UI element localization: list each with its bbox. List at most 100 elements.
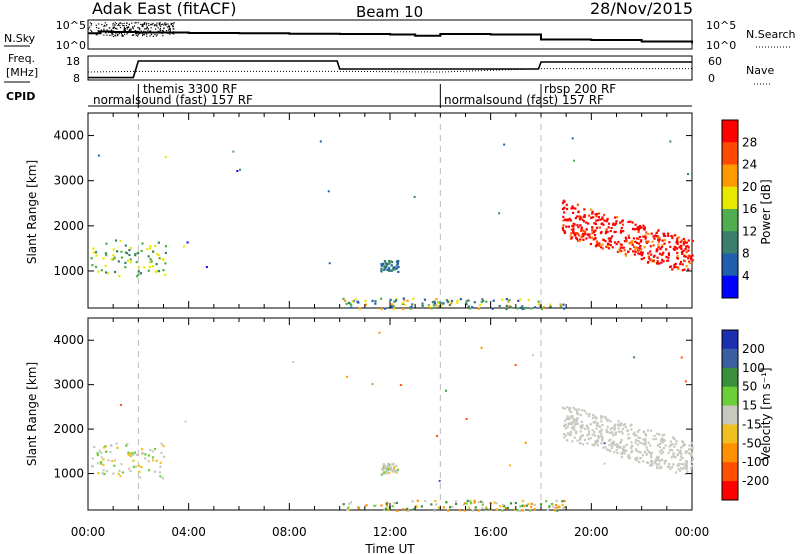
data-cell — [591, 226, 594, 229]
nsky-dot — [128, 30, 130, 32]
data-cell — [154, 271, 157, 274]
data-cell — [587, 432, 590, 436]
data-cell — [679, 263, 682, 266]
nsky-dot — [98, 27, 100, 29]
data-cell — [690, 256, 693, 259]
nsky-dot — [162, 23, 164, 25]
data-cell — [660, 448, 664, 452]
data-cell — [606, 219, 609, 222]
data-cell — [133, 451, 136, 454]
data-cell — [631, 243, 634, 246]
data-cell — [635, 246, 638, 249]
data-cell — [660, 452, 663, 455]
data-cell — [463, 502, 467, 505]
nsky-dot — [112, 27, 114, 30]
data-cell — [562, 215, 565, 219]
data-cell — [655, 462, 658, 465]
data-cell — [682, 241, 686, 244]
data-cell — [655, 458, 658, 462]
data-cell — [633, 253, 636, 256]
data-cell — [678, 246, 682, 249]
data-cell — [658, 467, 662, 470]
data-cell — [677, 462, 680, 465]
nsky-dot — [91, 23, 93, 25]
data-cell — [655, 250, 658, 253]
data-cell — [533, 503, 536, 506]
data-cell — [128, 467, 131, 470]
data-cell — [567, 219, 570, 222]
data-cell — [406, 507, 409, 510]
data-cell — [561, 503, 564, 506]
beam-title: Beam 10 — [356, 3, 423, 21]
nsky-dot — [139, 27, 141, 30]
data-cell — [126, 259, 130, 262]
data-cell — [638, 429, 641, 432]
data-cell — [605, 245, 608, 248]
data-cell — [680, 247, 683, 250]
data-cell — [637, 230, 640, 234]
data-cell — [687, 448, 691, 451]
data-cell — [580, 414, 583, 417]
data-cell — [676, 454, 679, 457]
data-cell — [473, 501, 476, 504]
power-frame — [87, 112, 693, 309]
data-cell — [679, 244, 683, 248]
data-cell — [587, 427, 590, 430]
data-cell — [132, 453, 135, 456]
nsky-dot — [122, 35, 124, 37]
data-cell — [623, 249, 626, 252]
x-tick-label: 08:00 — [272, 525, 307, 539]
data-cell — [636, 237, 639, 240]
data-cell — [567, 432, 570, 435]
data-cell — [683, 255, 686, 258]
data-cell — [601, 222, 604, 225]
data-cell — [393, 300, 396, 303]
data-cell — [532, 354, 535, 357]
data-cell — [380, 297, 383, 300]
y-tick-label: 2000 — [53, 219, 84, 233]
data-cell — [393, 470, 396, 473]
data-cell — [582, 443, 585, 446]
data-cell — [642, 460, 645, 463]
data-cell — [571, 415, 574, 418]
data-cell — [104, 264, 107, 267]
data-cell — [156, 269, 159, 273]
data-cell — [129, 258, 132, 261]
data-cell — [530, 307, 533, 310]
colorbar-tick-label: 28 — [742, 135, 757, 149]
data-cell — [545, 500, 548, 503]
data-cell — [635, 241, 639, 245]
data-cell — [572, 227, 575, 230]
data-cell — [623, 448, 626, 452]
data-cell — [518, 509, 521, 512]
data-cell — [150, 260, 153, 263]
data-cell — [648, 257, 651, 260]
data-cell — [628, 236, 631, 239]
data-cell — [98, 449, 101, 452]
data-cell — [397, 270, 400, 273]
data-cell — [687, 268, 690, 271]
data-cell — [517, 299, 520, 303]
data-cell — [120, 250, 123, 253]
data-cell — [148, 265, 151, 269]
data-cell — [524, 307, 527, 310]
data-cell — [383, 260, 387, 263]
data-cell — [679, 450, 682, 453]
data-cell — [115, 250, 119, 253]
data-cell — [659, 459, 662, 463]
data-cell — [634, 223, 637, 226]
data-cell — [602, 446, 605, 449]
data-cell — [664, 459, 667, 462]
data-cell — [155, 459, 158, 462]
data-cell — [232, 150, 235, 153]
data-cell — [661, 451, 665, 454]
data-cell — [683, 443, 687, 446]
cpid-panel: CPID normalsound (fast) 157 RF themis 33… — [6, 82, 692, 108]
data-cell — [658, 445, 662, 449]
station-title: Adak East (fitACF) — [92, 0, 236, 18]
data-cell — [566, 207, 569, 211]
nsky-dot — [126, 27, 128, 29]
data-cell — [473, 301, 476, 304]
nsky-dot — [126, 28, 128, 30]
